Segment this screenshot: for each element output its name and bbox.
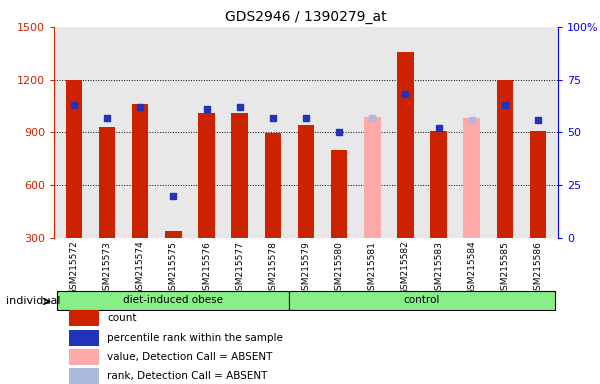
Bar — [265, 133, 281, 238]
Point — [368, 115, 377, 121]
Bar — [530, 131, 547, 238]
Text: GSM215585: GSM215585 — [500, 241, 509, 296]
Bar — [198, 113, 215, 238]
Bar — [65, 80, 82, 238]
Point — [434, 125, 443, 131]
Text: individual: individual — [6, 296, 61, 306]
FancyBboxPatch shape — [58, 291, 289, 310]
Point — [334, 129, 344, 136]
Bar — [397, 51, 414, 238]
Title: GDS2946 / 1390279_at: GDS2946 / 1390279_at — [225, 10, 387, 25]
Bar — [364, 117, 380, 238]
Text: control: control — [404, 295, 440, 305]
Bar — [99, 127, 115, 238]
Point — [69, 102, 79, 108]
Text: GSM215580: GSM215580 — [335, 241, 344, 296]
Point — [401, 91, 410, 98]
Bar — [232, 113, 248, 238]
Text: diet-induced obese: diet-induced obese — [124, 295, 223, 305]
Bar — [463, 118, 480, 238]
Bar — [497, 80, 513, 238]
Bar — [69, 368, 100, 384]
Bar — [331, 150, 347, 238]
Bar — [69, 310, 100, 326]
Point — [301, 115, 311, 121]
Point — [268, 115, 278, 121]
Text: GSM215581: GSM215581 — [368, 241, 377, 296]
Text: value, Detection Call = ABSENT: value, Detection Call = ABSENT — [107, 352, 272, 362]
Text: GSM215579: GSM215579 — [302, 241, 311, 296]
Text: GSM215586: GSM215586 — [533, 241, 542, 296]
Text: GSM215576: GSM215576 — [202, 241, 211, 296]
Text: GSM215574: GSM215574 — [136, 241, 145, 295]
Text: GSM215578: GSM215578 — [268, 241, 277, 296]
Bar — [165, 231, 182, 238]
Point — [467, 117, 476, 123]
Point — [235, 104, 244, 110]
Text: count: count — [107, 313, 136, 323]
FancyBboxPatch shape — [289, 291, 554, 310]
Point — [533, 117, 543, 123]
Text: GSM215583: GSM215583 — [434, 241, 443, 296]
Point — [136, 104, 145, 110]
Text: rank, Detection Call = ABSENT: rank, Detection Call = ABSENT — [107, 371, 267, 381]
Text: GSM215575: GSM215575 — [169, 241, 178, 296]
Point — [202, 106, 211, 112]
Bar — [69, 330, 100, 346]
Text: GSM215584: GSM215584 — [467, 241, 476, 295]
Text: GSM215582: GSM215582 — [401, 241, 410, 295]
Point — [102, 115, 112, 121]
Point — [500, 102, 510, 108]
Text: GSM215577: GSM215577 — [235, 241, 244, 296]
Bar — [69, 349, 100, 365]
Text: GSM215572: GSM215572 — [70, 241, 79, 295]
Bar — [132, 104, 149, 238]
Text: GSM215573: GSM215573 — [103, 241, 112, 296]
Point — [169, 193, 178, 199]
Bar — [298, 126, 314, 238]
Text: percentile rank within the sample: percentile rank within the sample — [107, 333, 283, 343]
Bar — [430, 131, 447, 238]
